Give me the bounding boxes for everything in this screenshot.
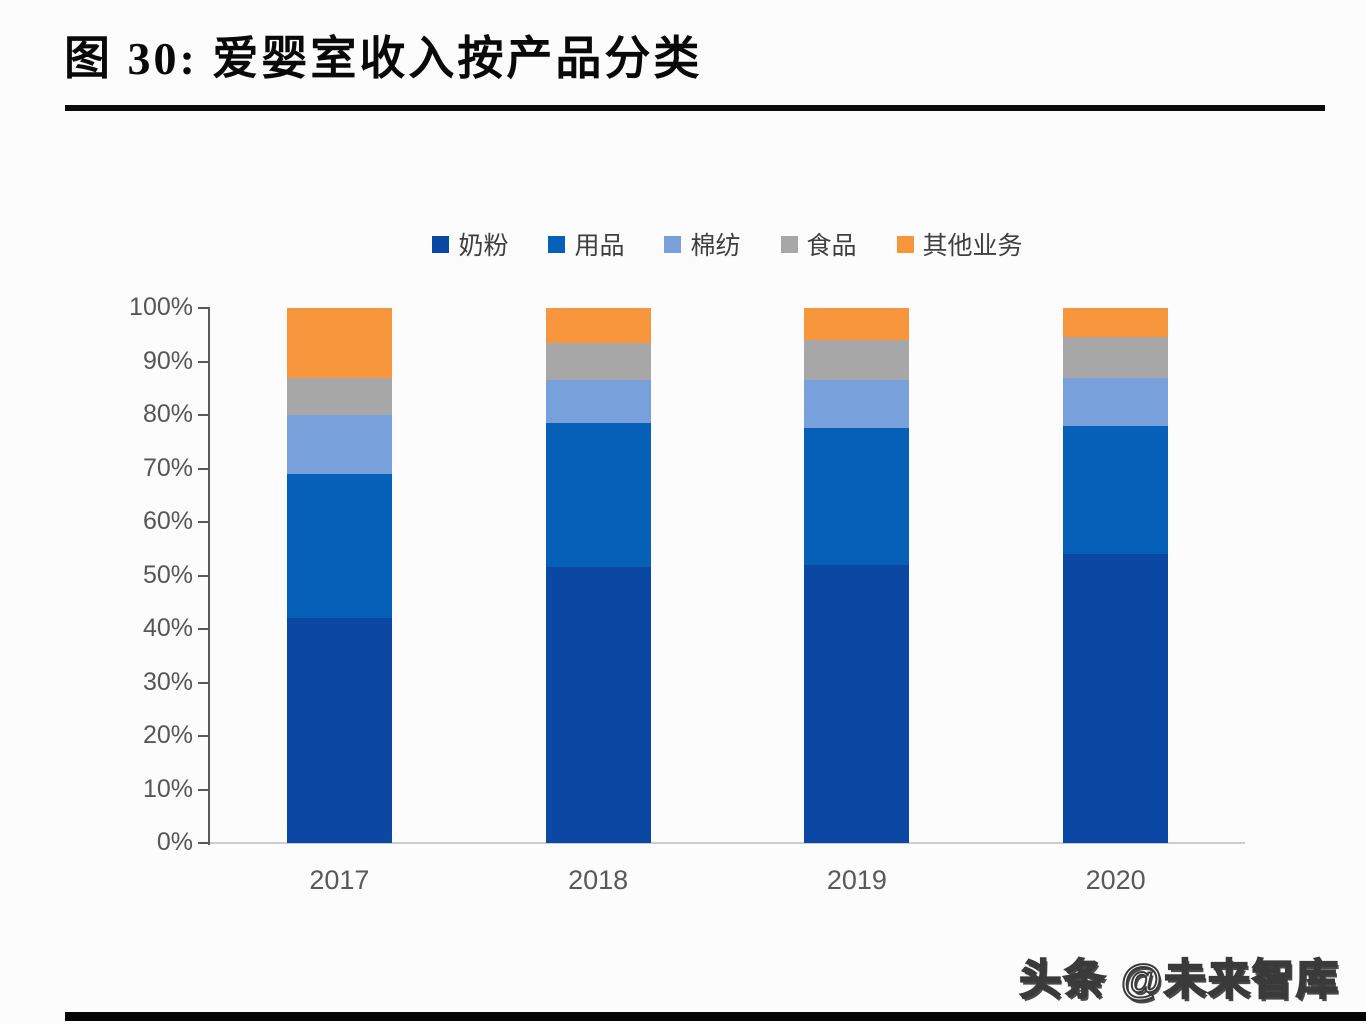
y-axis-tick-label: 10% — [142, 774, 193, 803]
y-axis-tick — [198, 574, 208, 577]
bar-segment-2019-用品 — [804, 428, 910, 565]
legend-label: 奶粉 — [458, 232, 509, 260]
legend-label: 棉纺 — [690, 232, 741, 260]
y-axis-tick-label: 90% — [142, 346, 193, 375]
legend-item-棉纺: 棉纺 — [664, 226, 741, 262]
stacked-bar-2017 — [286, 308, 392, 843]
legend-swatch-icon — [664, 235, 682, 253]
bar-segment-2017-棉纺 — [286, 414, 392, 474]
legend-swatch-icon — [432, 235, 450, 253]
bar-segment-2020-奶粉 — [1063, 554, 1169, 843]
x-axis-label-2020: 2020 — [1085, 865, 1146, 895]
bar-segment-2019-其他业务 — [804, 308, 910, 341]
bar-column-2018 — [469, 308, 728, 843]
bottom-rule — [65, 1012, 1366, 1021]
bar-segment-2019-奶粉 — [804, 564, 910, 843]
y-axis-tick — [198, 628, 208, 630]
legend-swatch-icon — [780, 235, 798, 253]
bar-segment-2017-奶粉 — [286, 618, 392, 843]
y-axis-tick — [198, 360, 208, 363]
stacked-bar-chart: 奶粉 用品 棉纺 食品 其他业务 100% 90% 80% 70% 60% 50% 40% 30% 20… — [129, 232, 1245, 895]
bar-segment-2018-食品 — [545, 342, 651, 381]
legend-item-其他业务: 其他业务 — [896, 226, 1023, 262]
legend-label: 其他业务 — [922, 232, 1023, 260]
y-axis-line — [208, 307, 210, 845]
legend-label: 食品 — [806, 232, 857, 260]
bar-segment-2020-用品 — [1063, 425, 1169, 555]
y-axis-tick-label: 20% — [142, 721, 193, 749]
y-axis-tick-label: 30% — [142, 667, 193, 696]
stacked-bar-2018 — [545, 308, 651, 843]
watermark-text: 头条 @未来智库 — [1018, 955, 1340, 1004]
stacked-bar-2019 — [804, 308, 910, 843]
legend-item-食品: 食品 — [780, 226, 857, 262]
bar-segment-2018-棉纺 — [545, 380, 651, 423]
y-axis-tick-label: 40% — [142, 614, 193, 642]
bar-segment-2019-食品 — [804, 340, 910, 381]
bar-segment-2019-棉纺 — [804, 380, 910, 429]
chart-title: 图 30: 爱婴室收入按产品分类 — [64, 33, 703, 84]
y-axis-tick — [198, 467, 208, 470]
bar-segment-2018-用品 — [545, 423, 651, 568]
chart-legend: 奶粉 用品 棉纺 食品 其他业务 — [210, 226, 1245, 262]
y-axis-tick-label: 80% — [142, 400, 193, 428]
legend-item-奶粉: 奶粉 — [432, 226, 508, 262]
y-axis-tick — [198, 735, 208, 737]
bar-column-2020 — [986, 308, 1245, 843]
bar-column-2017 — [210, 308, 469, 843]
x-axis-labels: 2017 2018 2019 2020 — [210, 865, 1245, 896]
bar-segment-2020-棉纺 — [1063, 377, 1169, 426]
stacked-bar-2020 — [1063, 308, 1169, 843]
bar-column-2019 — [728, 308, 987, 843]
y-axis-tick — [198, 521, 208, 523]
x-axis-label-2018: 2018 — [568, 865, 629, 895]
x-axis-line — [210, 842, 1245, 844]
bar-segment-2020-其他业务 — [1063, 308, 1169, 338]
y-axis-tick-label: 60% — [142, 507, 193, 535]
legend-swatch-icon — [896, 235, 914, 253]
y-axis-tick — [198, 681, 208, 684]
legend-swatch-icon — [548, 235, 566, 253]
y-axis-tick-label: 0% — [156, 828, 193, 856]
legend-item-用品: 用品 — [548, 226, 624, 262]
x-axis-label-2017: 2017 — [309, 865, 370, 895]
y-axis-tick-label: 70% — [142, 453, 193, 482]
y-axis-tick — [198, 842, 208, 844]
legend-label: 用品 — [574, 232, 625, 260]
bar-segment-2017-食品 — [286, 377, 392, 415]
y-axis-tick — [198, 307, 208, 309]
y-axis-tick — [198, 788, 208, 791]
bar-segment-2018-奶粉 — [545, 567, 651, 843]
title-underline — [65, 105, 1325, 111]
bar-segment-2020-食品 — [1063, 337, 1169, 378]
y-axis-tick-label: 50% — [142, 560, 193, 589]
x-axis-label-2019: 2019 — [826, 865, 887, 895]
y-axis-tick-label: 100% — [129, 293, 193, 321]
bar-segment-2018-其他业务 — [545, 308, 651, 343]
y-axis-tick — [198, 414, 208, 416]
bar-segment-2017-用品 — [286, 473, 392, 619]
bar-segment-2017-其他业务 — [286, 308, 392, 378]
bars-area — [210, 308, 1245, 843]
